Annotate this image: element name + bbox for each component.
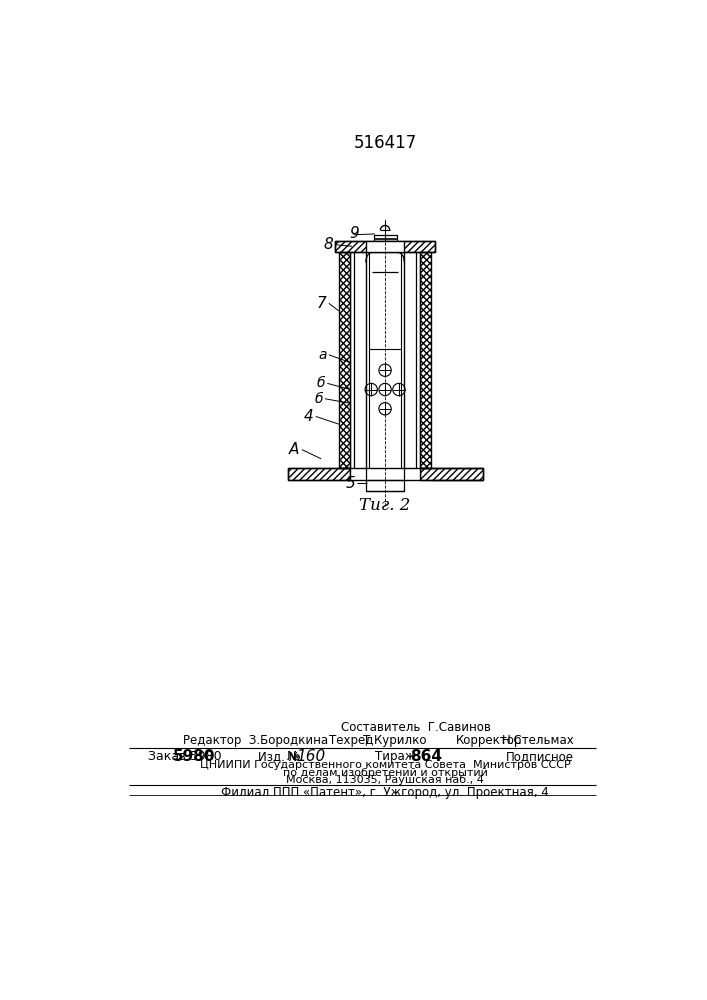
Bar — [339, 252, 351, 468]
Text: Н.Стельмах: Н.Стельмах — [502, 734, 575, 747]
Text: Т.Курилко: Т.Курилко — [363, 734, 427, 747]
Text: Составитель  Г.Савинов: Составитель Г.Савинов — [341, 721, 491, 734]
Bar — [385, 241, 435, 252]
Text: a: a — [318, 348, 327, 362]
Text: №: № — [286, 750, 300, 763]
Text: по делам изобретений и открытий: по делам изобретений и открытий — [283, 768, 488, 778]
Bar — [288, 468, 351, 480]
Bar — [373, 235, 397, 242]
Circle shape — [379, 364, 391, 376]
Bar — [366, 241, 404, 252]
Bar — [420, 468, 483, 480]
Text: Корректор: Корректор — [456, 734, 522, 747]
Circle shape — [393, 383, 405, 396]
Text: б: б — [314, 392, 322, 406]
Text: Заказ 5980: Заказ 5980 — [148, 750, 221, 763]
Text: 864: 864 — [409, 749, 442, 764]
Text: б: б — [317, 376, 325, 390]
Text: 516417: 516417 — [354, 134, 416, 152]
Text: 7: 7 — [317, 296, 327, 311]
Text: 5980: 5980 — [173, 749, 216, 764]
Text: 160: 160 — [296, 749, 326, 764]
Text: A: A — [289, 442, 300, 457]
Text: 4: 4 — [304, 409, 313, 424]
Bar — [420, 252, 431, 468]
Circle shape — [379, 383, 391, 396]
Circle shape — [379, 403, 391, 415]
Text: ЦНИИПИ Государственного комитета Совета  Министров СССР: ЦНИИПИ Государственного комитета Совета … — [199, 760, 571, 770]
Text: Редактор  З.Бородкина: Редактор З.Бородкина — [182, 734, 327, 747]
Text: 8: 8 — [324, 237, 334, 252]
Circle shape — [365, 383, 378, 396]
Bar — [351, 468, 420, 480]
Text: Τиг. 2: Τиг. 2 — [359, 496, 411, 514]
Bar — [366, 480, 404, 491]
Bar — [335, 241, 385, 252]
Text: Тираж: Тираж — [375, 750, 416, 763]
Text: Техред: Техред — [329, 734, 373, 747]
Text: Изд. №: Изд. № — [258, 750, 301, 763]
Text: Филиал ППП «Патент», г. Ужгород, ул. Проектная, 4: Филиал ППП «Патент», г. Ужгород, ул. Про… — [221, 786, 549, 799]
Text: 5: 5 — [345, 476, 355, 491]
Bar — [377, 241, 394, 247]
Text: Москва, 113035, Раушская наб., 4: Москва, 113035, Раушская наб., 4 — [286, 775, 484, 785]
Text: Подписное: Подписное — [506, 750, 574, 763]
Text: 9: 9 — [349, 226, 358, 241]
